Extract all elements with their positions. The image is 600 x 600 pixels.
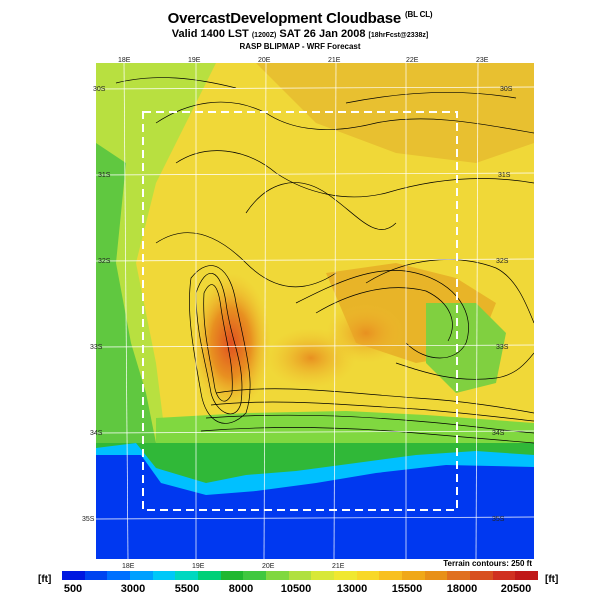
lat-label: 33S (496, 344, 509, 351)
colorbar-segment (243, 571, 267, 580)
colorbar-segment (424, 571, 448, 580)
lat-label: 30S (93, 86, 106, 93)
valid-line: Valid 1400 LST (1200Z) SAT 26 Jan 2008 [… (0, 28, 600, 42)
lat-lon-grid (96, 63, 534, 559)
colorbar-segment (130, 571, 153, 580)
title-block: OvercastDevelopment Cloudbase (BL CL) Va… (0, 6, 600, 52)
lon-label: 18E (118, 57, 131, 64)
colorbar-tick: 10500 (280, 583, 312, 595)
colorbar-segment (515, 571, 539, 580)
colorbar-segment (379, 571, 403, 580)
colorbar-segment (470, 571, 493, 580)
inner-domain-box (142, 111, 458, 511)
lat-label: 35S (492, 516, 505, 523)
lon-label: 20E (258, 57, 271, 64)
title-main-sub: (BL CL) (405, 10, 433, 19)
colorbar-segment (334, 571, 357, 580)
colorbar-tick: 3000 (120, 583, 146, 595)
colorbar-tick: 500 (63, 583, 83, 595)
lon-label: 19E (188, 57, 201, 64)
lat-label: 32S (98, 258, 111, 265)
colorbar-segment (175, 571, 199, 580)
forecast-info: [18hrFcst@2338z] (368, 32, 429, 39)
colorbar-tick: 5500 (174, 583, 200, 595)
colorbar-unit-right: [ft] (545, 574, 559, 585)
valid-code: (1200Z) (251, 32, 277, 39)
colorbar-segment (107, 571, 131, 580)
lon-label: 21E (332, 563, 345, 570)
terrain-fill (96, 63, 534, 559)
lat-label: 34S (90, 430, 103, 437)
title-main: OvercastDevelopment Cloudbase (167, 10, 402, 27)
colorbar-segment (402, 571, 425, 580)
chart-title: OvercastDevelopment Cloudbase (BL CL) (0, 6, 600, 28)
valid-time: Valid 1400 LST (171, 28, 249, 40)
colorbar-segment (492, 571, 516, 580)
lat-label: 31S (98, 172, 111, 179)
lat-label: 33S (90, 344, 103, 351)
colorbar-tick: 18000 (446, 583, 478, 595)
lon-label: 23E (476, 57, 489, 64)
colorbar-segment (266, 571, 289, 580)
colorbar-unit-left: [ft] (38, 574, 52, 585)
colorbar-segment (198, 571, 221, 580)
terrain-contour-note: Terrain contours: 250 ft (443, 559, 532, 568)
model-line: RASP BLIPMAP - WRF Forecast (239, 42, 361, 51)
valid-date: SAT 26 Jan 2008 (279, 28, 366, 40)
lat-label: 30S (500, 86, 513, 93)
colorbar-tick: 20500 (500, 583, 532, 595)
cloudbase-map (96, 63, 534, 559)
lat-label: 31S (498, 172, 511, 179)
lon-label: 20E (262, 563, 275, 570)
colorbar (62, 571, 539, 580)
colorbar-tick: 15500 (391, 583, 423, 595)
colorbar-segment (220, 571, 244, 580)
colorbar-segment (84, 571, 108, 580)
colorbar-segment (288, 571, 312, 580)
colorbar-segment (152, 571, 176, 580)
colorbar-segment (311, 571, 335, 580)
colorbar-segment (62, 571, 85, 580)
colorbar-segment (447, 571, 471, 580)
lat-label: 32S (496, 258, 509, 265)
lon-label: 22E (406, 57, 419, 64)
colorbar-tick: 13000 (336, 583, 368, 595)
lon-label: 18E (122, 563, 135, 570)
lat-label: 35S (82, 516, 95, 523)
lat-label: 34S (492, 430, 505, 437)
colorbar-segment (356, 571, 380, 580)
lon-label: 19E (192, 563, 205, 570)
lon-label: 21E (328, 57, 341, 64)
colorbar-tick: 8000 (228, 583, 254, 595)
